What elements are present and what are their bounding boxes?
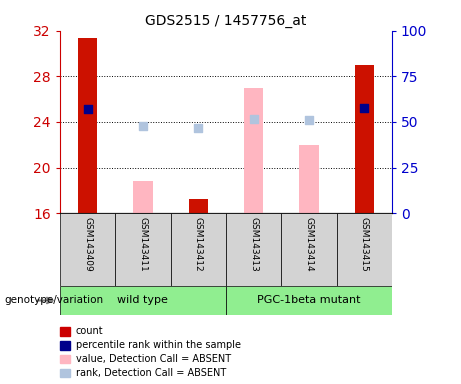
Text: GSM143409: GSM143409 xyxy=(83,217,92,271)
Text: wild type: wild type xyxy=(118,295,168,306)
Point xyxy=(361,104,368,111)
Point xyxy=(305,117,313,123)
Bar xyxy=(60,213,115,286)
Point xyxy=(139,123,147,129)
Bar xyxy=(244,88,263,213)
Bar xyxy=(337,213,392,286)
Bar xyxy=(226,286,392,315)
Point xyxy=(84,106,91,112)
Bar xyxy=(78,38,97,213)
Bar xyxy=(60,355,70,363)
Text: GSM143413: GSM143413 xyxy=(249,217,258,271)
Text: GSM143412: GSM143412 xyxy=(194,217,203,271)
Title: GDS2515 / 1457756_at: GDS2515 / 1457756_at xyxy=(145,14,307,28)
Text: count: count xyxy=(76,326,103,336)
Point xyxy=(250,116,257,122)
Bar xyxy=(171,213,226,286)
Bar xyxy=(60,286,226,315)
Text: rank, Detection Call = ABSENT: rank, Detection Call = ABSENT xyxy=(76,368,226,378)
Bar xyxy=(60,369,70,377)
Text: GSM143411: GSM143411 xyxy=(138,217,148,271)
Text: PGC-1beta mutant: PGC-1beta mutant xyxy=(257,295,361,306)
Bar xyxy=(226,213,281,286)
Bar xyxy=(115,213,171,286)
Point xyxy=(195,125,202,131)
Bar xyxy=(281,213,337,286)
Text: value, Detection Call = ABSENT: value, Detection Call = ABSENT xyxy=(76,354,230,364)
Text: genotype/variation: genotype/variation xyxy=(5,295,104,306)
Bar xyxy=(60,341,70,349)
Bar xyxy=(299,145,319,213)
Text: GSM143414: GSM143414 xyxy=(304,217,313,271)
Bar xyxy=(189,199,208,213)
Bar xyxy=(133,181,153,213)
Text: percentile rank within the sample: percentile rank within the sample xyxy=(76,340,241,350)
Text: GSM143415: GSM143415 xyxy=(360,217,369,271)
Bar xyxy=(60,327,70,336)
Bar xyxy=(355,65,374,213)
